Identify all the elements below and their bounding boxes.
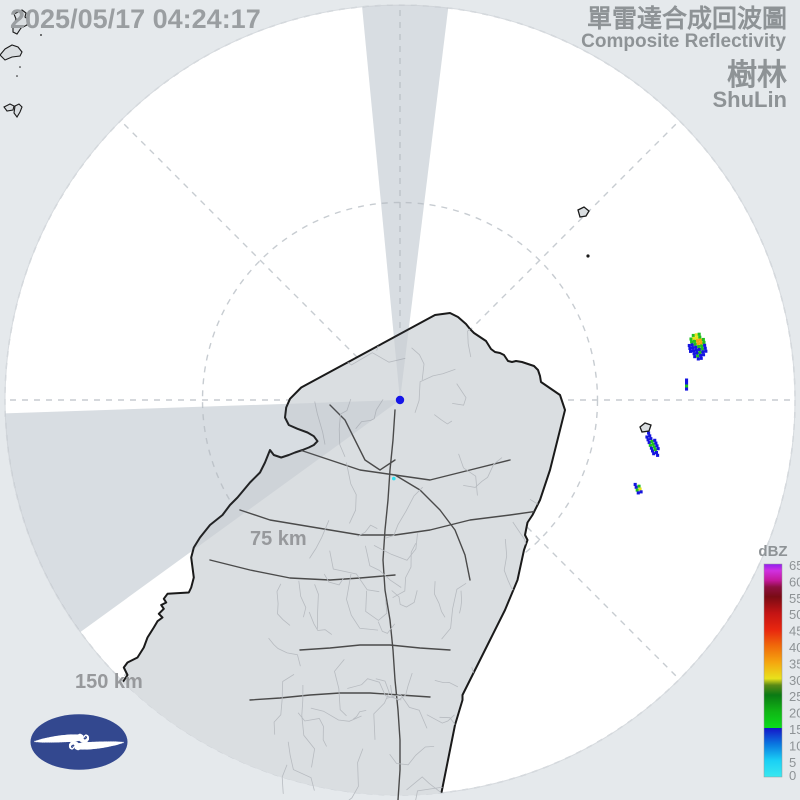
svg-text:15: 15 bbox=[789, 722, 800, 737]
svg-text:55: 55 bbox=[789, 591, 800, 606]
svg-text:150 km: 150 km bbox=[75, 671, 143, 693]
svg-text:25: 25 bbox=[789, 689, 800, 704]
svg-text:20: 20 bbox=[789, 706, 800, 721]
svg-text:ShuLin: ShuLin bbox=[712, 87, 787, 112]
svg-text:45: 45 bbox=[789, 624, 800, 639]
svg-text:40: 40 bbox=[789, 640, 800, 655]
svg-text:10: 10 bbox=[789, 738, 800, 753]
svg-text:0: 0 bbox=[789, 768, 796, 783]
svg-text:75 km: 75 km bbox=[250, 528, 307, 550]
svg-text:65: 65 bbox=[789, 558, 800, 573]
svg-text:Composite Reflectivity: Composite Reflectivity bbox=[581, 31, 786, 52]
svg-text:35: 35 bbox=[789, 656, 800, 671]
svg-text:60: 60 bbox=[789, 574, 800, 589]
svg-text:dBZ: dBZ bbox=[758, 543, 787, 560]
svg-text:50: 50 bbox=[789, 607, 800, 622]
svg-text:2025/05/17 04:24:17: 2025/05/17 04:24:17 bbox=[10, 4, 261, 34]
svg-text:30: 30 bbox=[789, 673, 800, 688]
svg-text:單雷達合成回波圖: 單雷達合成回波圖 bbox=[587, 4, 787, 33]
